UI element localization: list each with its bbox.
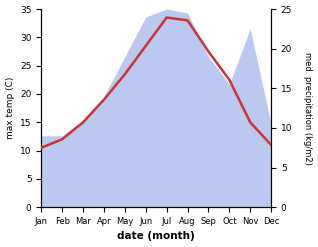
Y-axis label: max temp (C): max temp (C) bbox=[5, 77, 15, 139]
Y-axis label: med. precipitation (kg/m2): med. precipitation (kg/m2) bbox=[303, 52, 313, 165]
X-axis label: date (month): date (month) bbox=[117, 231, 195, 242]
